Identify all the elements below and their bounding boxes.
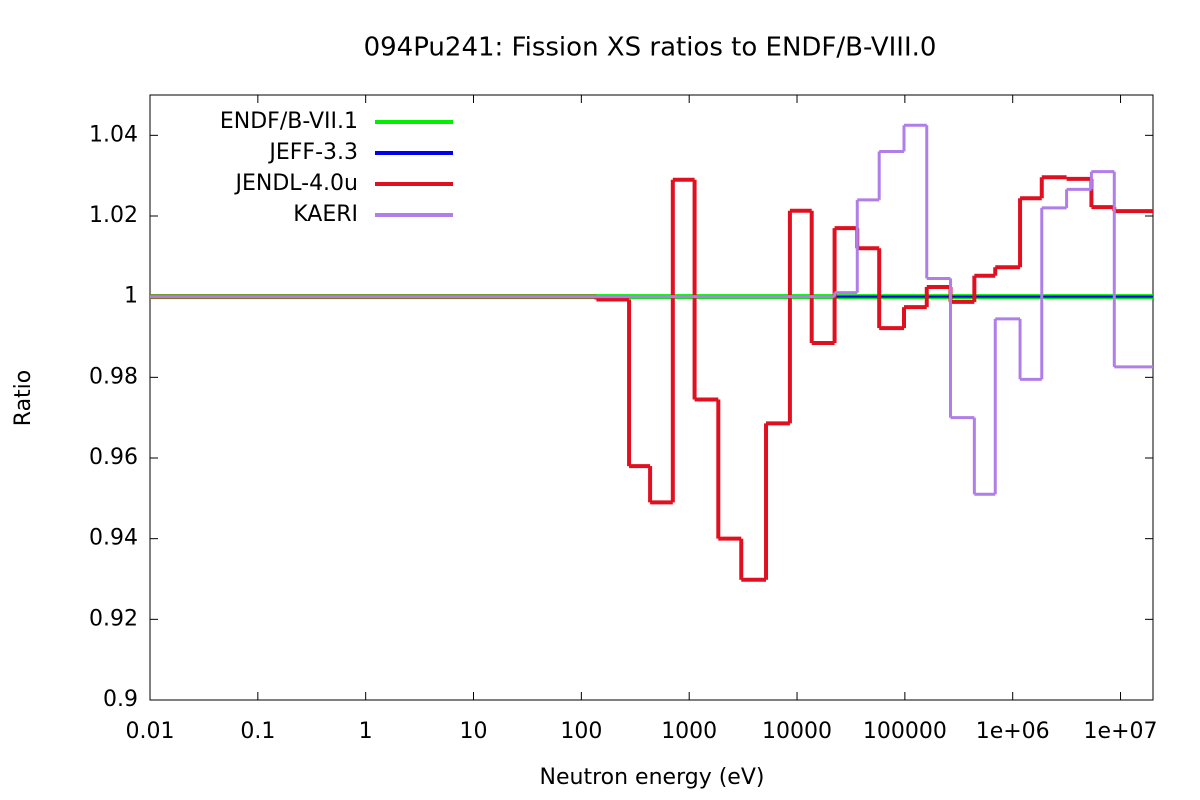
chart-title: 094Pu241: Fission XS ratios to ENDF/B-VI…	[364, 33, 937, 63]
x-tick-label: 1e+06	[976, 719, 1050, 744]
x-axis-label: Neutron energy (eV)	[540, 765, 765, 790]
x-tick-label: 1000	[661, 719, 717, 744]
y-axis-label: Ratio	[11, 370, 36, 426]
plot-frame	[149, 94, 1154, 701]
y-tick-label: 1	[124, 284, 138, 309]
y-tick-label: 1.04	[89, 122, 138, 147]
legend-label: KAERI	[293, 202, 358, 227]
y-tick-label: 0.92	[89, 606, 138, 631]
x-tick-label: 100000	[863, 719, 947, 744]
y-tick-label: 1.02	[89, 203, 138, 228]
x-tick-label: 100	[560, 719, 602, 744]
x-tick-label: 1e+07	[1084, 719, 1158, 744]
x-tick-label: 10000	[762, 719, 832, 744]
y-tick-label: 0.98	[89, 364, 138, 389]
y-tick-label: 0.94	[89, 526, 138, 551]
legend-label: JENDL-4.0u	[233, 171, 358, 196]
y-tick-label: 0.96	[89, 445, 138, 470]
x-tick-label: 0.1	[240, 719, 275, 744]
x-tick-label: 10	[460, 719, 488, 744]
y-tick-label: 0.9	[103, 687, 138, 712]
x-tick-label: 0.01	[126, 719, 175, 744]
x-tick-label: 1	[359, 719, 373, 744]
legend-label: JEFF-3.3	[267, 140, 358, 165]
legend-label: ENDF/B-VII.1	[220, 109, 358, 134]
